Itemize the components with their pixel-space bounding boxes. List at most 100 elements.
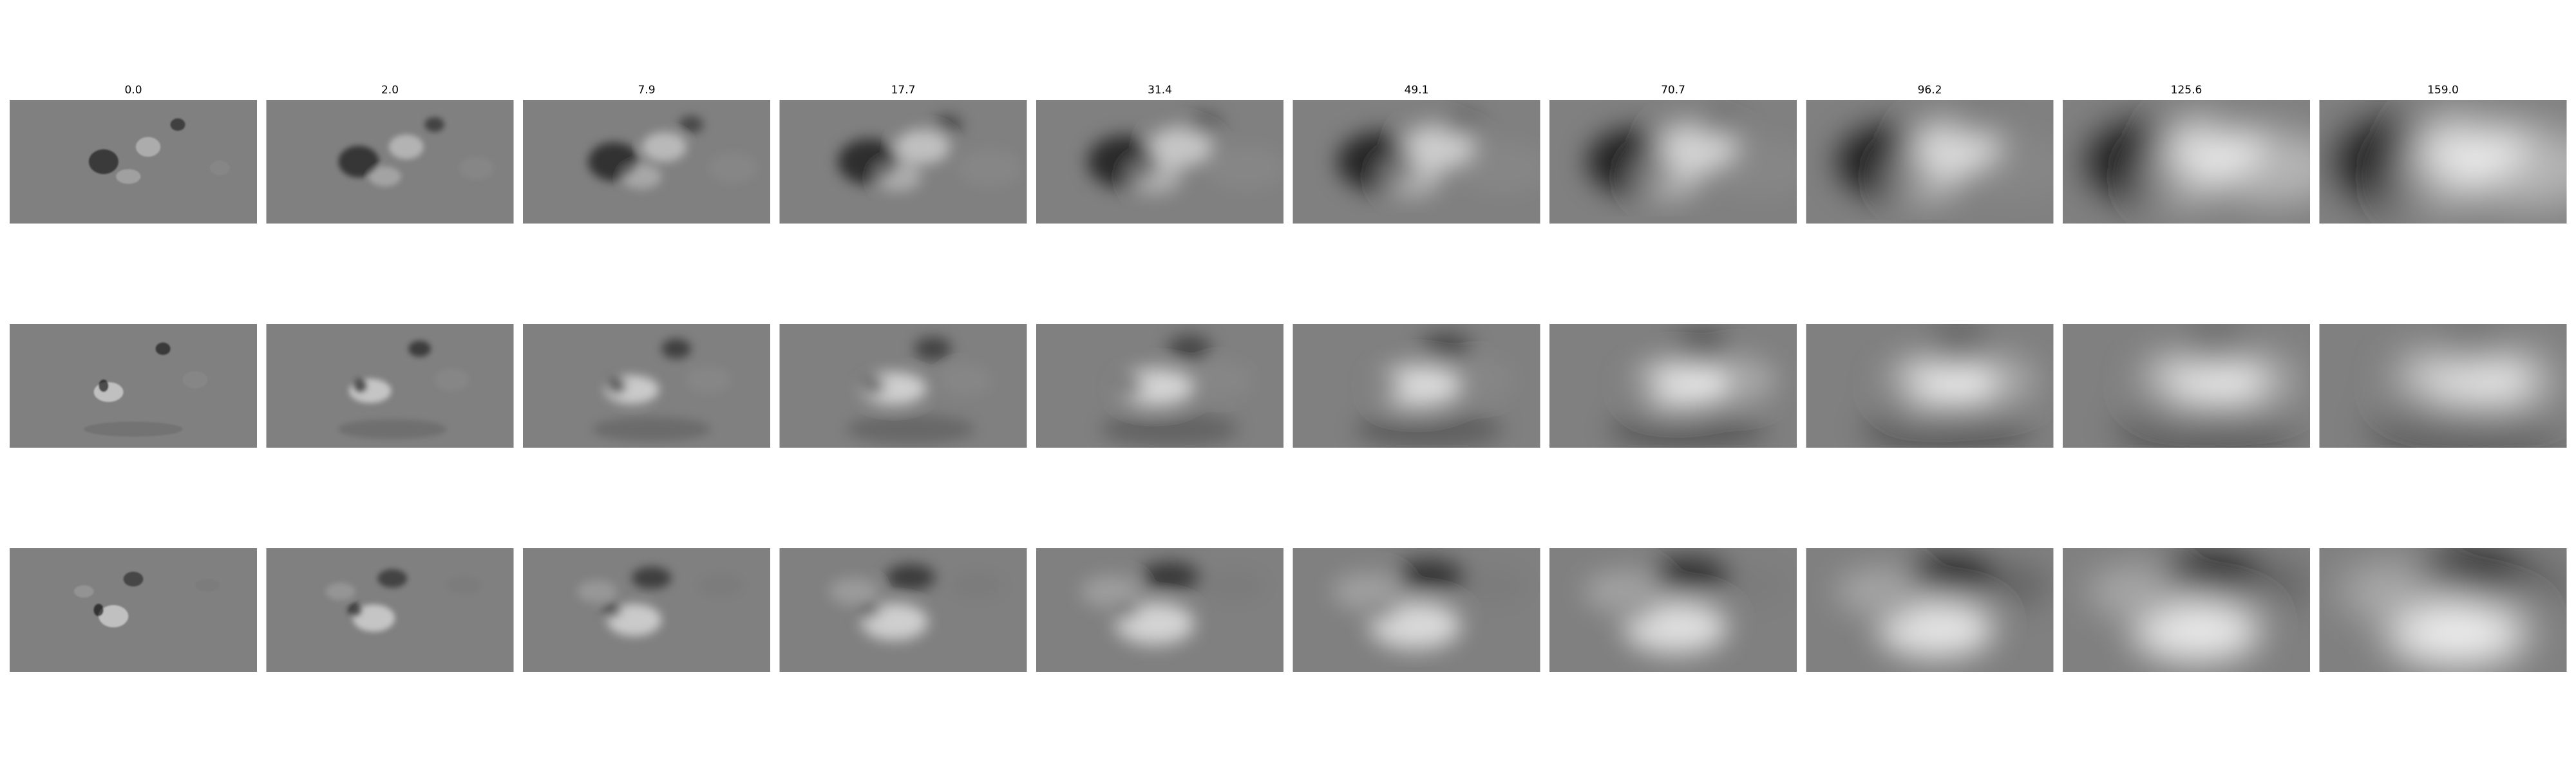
image-panels: [10, 100, 2567, 672]
row-3-panel: [1036, 548, 1283, 672]
intensity-blob: [1441, 358, 1516, 401]
intensity-blob: [1695, 111, 1740, 138]
row-2-panel: [266, 324, 514, 448]
intensity-blob: [1140, 562, 1200, 592]
intensity-blob: [861, 376, 886, 396]
row-1-panel: [2063, 100, 2310, 224]
intensity-blob: [1944, 354, 2039, 406]
intensity-blob: [601, 602, 622, 618]
intensity-blob: [1624, 372, 1663, 400]
intensity-blob: [886, 564, 936, 591]
row-1-panel: [523, 100, 770, 224]
intensity-blob: [1455, 142, 1540, 194]
row-2-panel: [2063, 324, 2310, 448]
row-3-panel: [10, 548, 257, 672]
intensity-blob: [933, 115, 963, 135]
column-label: 70.7: [1661, 84, 1685, 97]
intensity-blob: [2203, 131, 2310, 205]
intensity-blob: [1354, 409, 1503, 448]
intensity-blob: [856, 600, 881, 620]
row-3-panel: [2319, 548, 2567, 672]
intensity-blob: [155, 342, 171, 356]
intensity-blob: [2132, 370, 2182, 402]
column-label: 7.9: [638, 84, 655, 97]
intensity-blob: [2386, 368, 2441, 403]
intensity-blob: [914, 337, 952, 361]
intensity-blob: [708, 153, 758, 183]
row-2-panel: [779, 324, 1027, 448]
intensity-blob: [607, 377, 627, 395]
intensity-blob: [1877, 371, 1922, 401]
intensity-blob: [93, 604, 104, 616]
intensity-blob: [424, 117, 444, 132]
intensity-blob: [434, 368, 469, 391]
intensity-blob: [325, 582, 355, 600]
intensity-blob: [1148, 127, 1213, 167]
intensity-blob: [1648, 557, 1728, 594]
column-label: 31.4: [1148, 84, 1172, 97]
row-3-panel: [266, 548, 514, 672]
intensity-blob: [592, 417, 711, 442]
intensity-blob: [951, 572, 1005, 599]
intensity-blob: [2087, 565, 2186, 618]
column-label: 125.6: [2171, 84, 2202, 97]
intensity-blob: [1081, 575, 1141, 608]
intensity-blob: [1115, 374, 1145, 397]
row-2-panel: [2319, 324, 2567, 448]
intensity-blob: [348, 602, 363, 618]
intensity-blob: [210, 160, 230, 176]
row-3-panel: [779, 548, 1027, 672]
intensity-blob: [678, 116, 704, 133]
intensity-blob: [338, 146, 379, 178]
intensity-blob: [2452, 127, 2567, 209]
intensity-blob: [99, 605, 129, 627]
column-label: 49.1: [1405, 84, 1429, 97]
intensity-blob: [1167, 335, 1212, 363]
intensity-blob: [621, 164, 661, 189]
row-3-panel: [1293, 548, 1540, 672]
row-1-panel: [1036, 100, 1283, 224]
intensity-blob: [1332, 573, 1402, 610]
row-3-panel: [523, 548, 770, 672]
panel-background: [10, 548, 257, 672]
row-2-panel: [1806, 324, 2054, 448]
row-3-panel: [1549, 548, 1797, 672]
intensity-blob: [829, 578, 879, 606]
intensity-blob: [2203, 108, 2259, 141]
intensity-blob: [875, 162, 922, 191]
intensity-blob: [99, 379, 109, 392]
intensity-blob: [182, 371, 208, 388]
intensity-blob: [352, 604, 395, 632]
intensity-blob: [459, 157, 494, 179]
intensity-blob: [1207, 146, 1283, 191]
intensity-blob: [1202, 569, 1266, 602]
row-1-panel: [1806, 100, 2054, 224]
row-3-panel: [1806, 548, 2054, 672]
column-label: 2.0: [381, 84, 399, 97]
row-1-panel: [266, 100, 514, 224]
intensity-blob: [1100, 412, 1239, 447]
row-1-panel: [1293, 100, 1540, 224]
intensity-blob: [2460, 557, 2567, 614]
intensity-blob: [1954, 134, 2054, 202]
intensity-blob: [2448, 348, 2562, 411]
intensity-blob: [93, 382, 124, 402]
intensity-blob: [1420, 333, 1472, 365]
column-label: 96.2: [1918, 84, 1942, 97]
column-labels: 0.0 2.0 7.9 17.7 31.4 49.1 70.7 96.2 125.6 159.0: [124, 84, 2458, 97]
intensity-blob: [846, 414, 975, 444]
intensity-blob: [1673, 331, 1733, 367]
intensity-blob: [1633, 154, 1703, 199]
column-label: 0.0: [124, 84, 142, 97]
intensity-blob: [1394, 559, 1464, 593]
intensity-blob: [1441, 112, 1481, 137]
intensity-blob: [337, 419, 447, 439]
row-1-panel: [10, 100, 257, 224]
intensity-blob: [73, 585, 94, 598]
intensity-blob: [958, 149, 1022, 187]
intensity-blob: [2371, 399, 2559, 448]
intensity-blob: [1189, 361, 1254, 399]
intensity-blob: [2139, 149, 2224, 204]
intensity-blob: [938, 363, 992, 396]
